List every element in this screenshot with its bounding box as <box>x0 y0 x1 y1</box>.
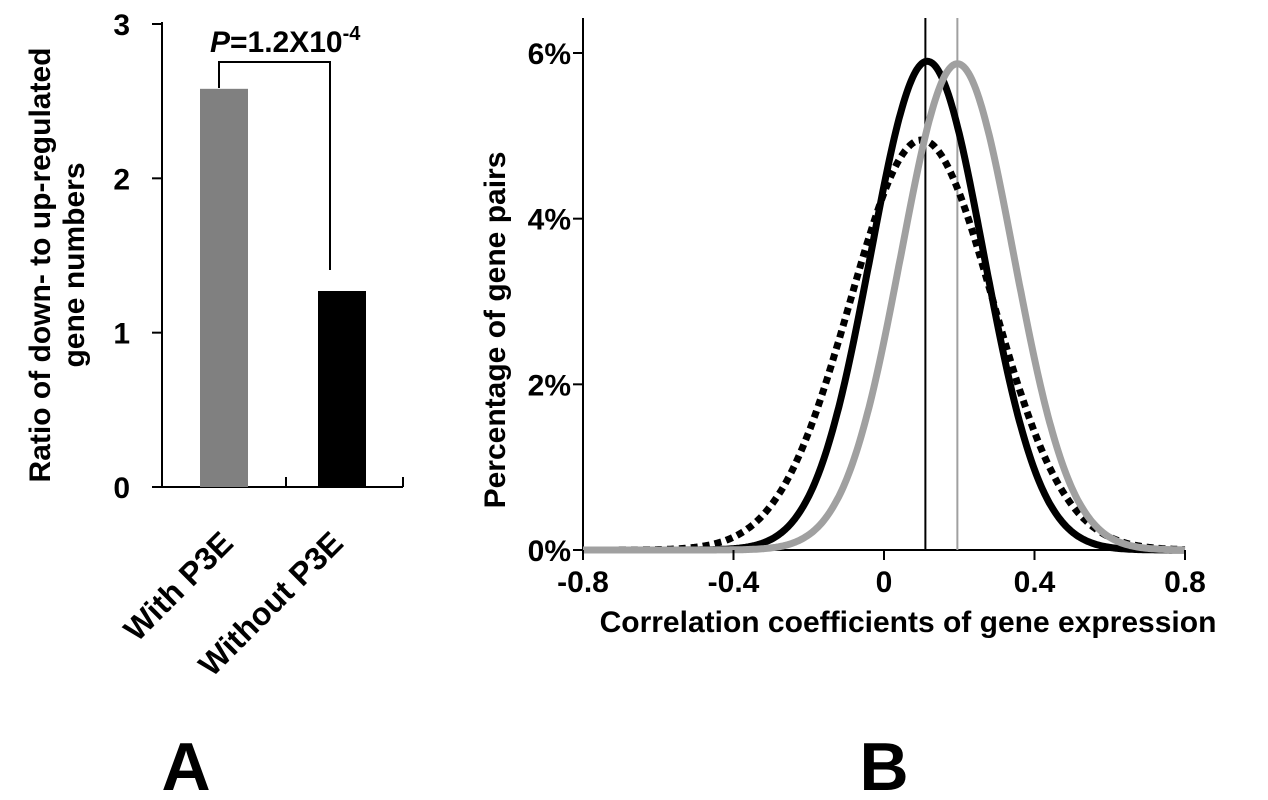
bar-with-p3e <box>200 88 248 487</box>
panel-b-x-tick-label: -0.8 <box>557 566 609 599</box>
panel-b-y-tick-label: 6% <box>528 38 571 71</box>
panel-b-x-tick-label: 0.8 <box>1164 566 1206 599</box>
panel-b-y-tick-label: 4% <box>528 204 571 237</box>
panel-label-a: A <box>161 729 210 800</box>
p-value-exponent: -4 <box>343 23 362 45</box>
p-value-number: =1.2X10 <box>230 26 343 59</box>
panel-b-x-axis-label: Correlation coefficients of gene express… <box>600 606 1217 639</box>
panel-b-axes <box>582 18 1185 551</box>
panel-a-y-axis-label-line1: Ratio of down- to up-regulated <box>24 48 57 483</box>
panel-a-y-tick-label: 3 <box>113 9 130 42</box>
panel-a-y-tick-label: 0 <box>113 472 130 505</box>
series-line-solid-black <box>581 57 1187 554</box>
panel-b-x-tick-label: 0 <box>876 566 893 599</box>
panel-a-y-tick-label: 1 <box>113 318 130 351</box>
panel-a-bars <box>200 88 366 487</box>
panel-a-y-tick-label: 2 <box>113 163 130 196</box>
panel-b-x-tick-label: 0.4 <box>1014 566 1056 599</box>
panel-b-reference-lines <box>924 18 959 550</box>
panel-a-y-ticks: 0 1 2 3 <box>113 9 162 505</box>
panel-b-ticks: 0% 2% 4% 6% -0.8 -0.4 0 0.4 0.8 <box>528 38 1206 599</box>
panel-label-b: B <box>859 729 908 800</box>
panel-b-x-tick-label: -0.4 <box>708 566 760 599</box>
panel-b-series <box>581 57 1187 554</box>
bar-without-p3e <box>318 290 366 487</box>
series-line-solid-gray <box>581 60 1187 554</box>
panel-b-chart: 0% 2% 4% 6% -0.8 -0.4 0 0.4 0.8 Percentage of ge… <box>479 18 1216 800</box>
panel-b-y-axis-label: Percentage of gene pairs <box>479 152 512 509</box>
significance-bracket <box>218 61 331 270</box>
panel-a-y-axis-label-line2: gene numbers <box>58 162 91 367</box>
panel-b-y-tick-label: 2% <box>528 369 571 402</box>
panel-a-chart: 0 1 2 3 P=1.2X10-4 Ratio of down- to up-reg… <box>24 9 404 800</box>
p-value-letter: P <box>210 26 231 59</box>
p-value-annotation: P=1.2X10-4 <box>210 23 361 59</box>
panel-b-y-tick-label: 0% <box>528 535 571 568</box>
